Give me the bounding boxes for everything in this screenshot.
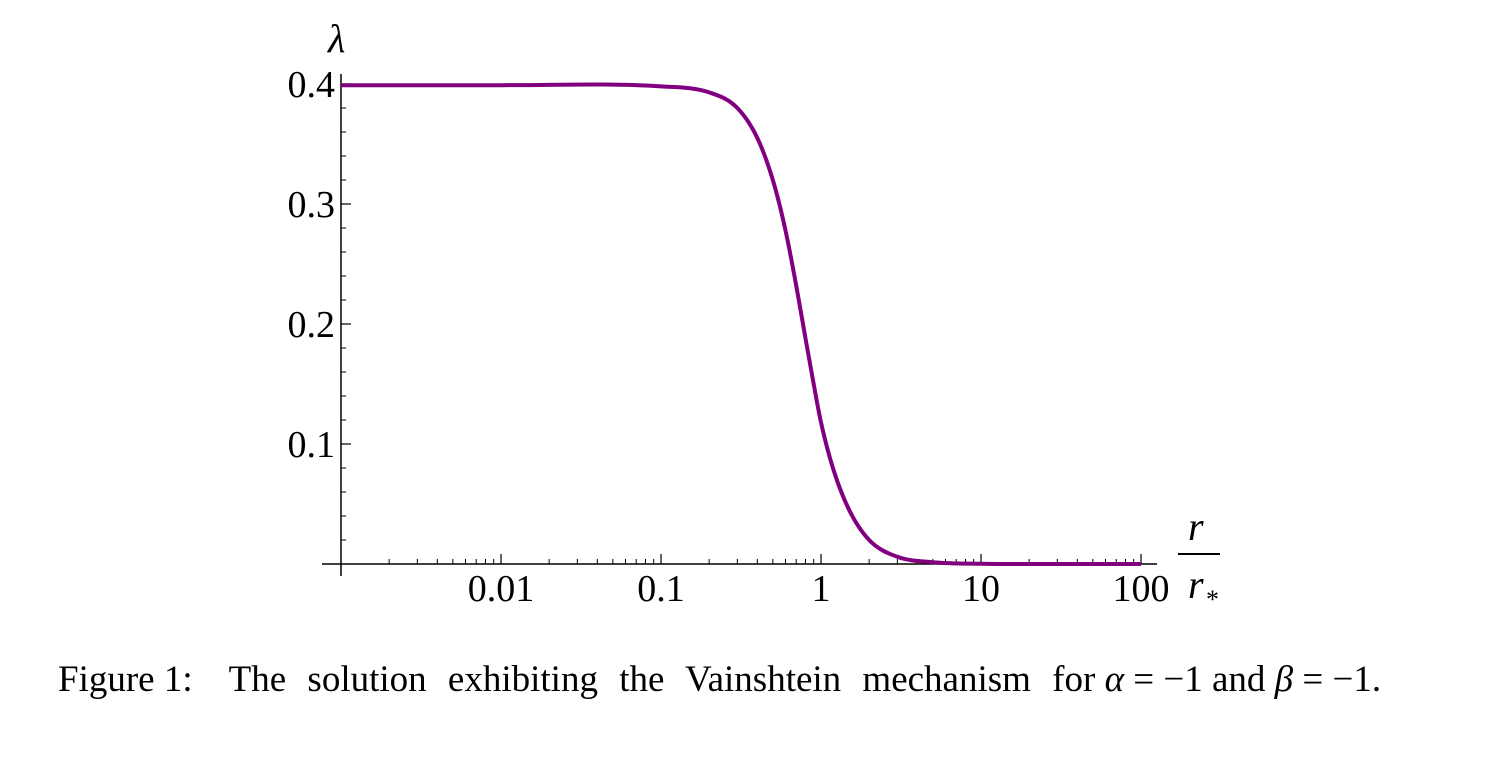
x-axis-title: r r *	[1178, 504, 1220, 614]
x-tick-label: 0.1	[637, 568, 685, 610]
caption-alpha: α	[1104, 659, 1124, 700]
caption-beta: β	[1274, 659, 1294, 700]
axes	[322, 74, 1157, 576]
x-tick-label: 1	[812, 568, 831, 610]
series-line	[341, 82, 1141, 567]
y-tick-label: 0.1	[288, 424, 336, 466]
x-axis-title-subscript: *	[1206, 585, 1219, 614]
y-tick-label: 0.3	[288, 184, 336, 226]
y-axis-title: λ	[327, 16, 345, 61]
caption-eq1: = −1	[1133, 659, 1203, 700]
caption-text: The solution exhibiting the Vainshtein m…	[228, 659, 1096, 700]
ticks	[341, 83, 1142, 564]
figure-caption: Figure 1: The solution exhibiting the Vai…	[58, 656, 1452, 704]
caption-label: Figure 1:	[58, 659, 193, 700]
caption-and: and	[1211, 659, 1266, 700]
x-axis-title-numerator: r	[1188, 504, 1204, 549]
x-tick-label: 0.01	[468, 568, 535, 610]
chart: 0.01 0.1 1 10 100 0.1 0.2 0.3 0.4 λ r r *	[288, 16, 1220, 614]
x-axis-title-denominator: r	[1188, 562, 1204, 607]
y-tick-label: 0.4	[288, 64, 336, 106]
x-tick-label: 10	[962, 568, 1000, 610]
y-tick-label: 0.2	[288, 304, 336, 346]
x-tick-label: 100	[1113, 568, 1170, 610]
caption-eq2: = −1.	[1302, 659, 1382, 700]
tick-labels: 0.01 0.1 1 10 100 0.1 0.2 0.3 0.4	[288, 64, 1170, 610]
